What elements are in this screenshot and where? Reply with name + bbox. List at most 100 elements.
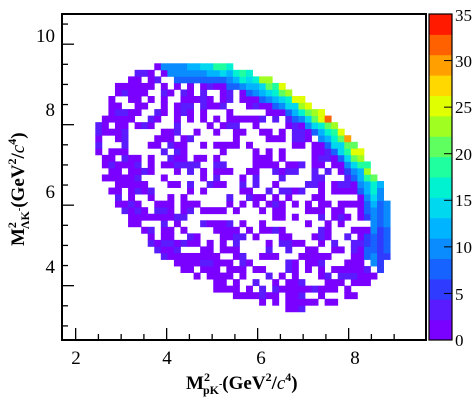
- heatmap-cell: [324, 148, 332, 156]
- heatmap-cell: [285, 102, 293, 110]
- heatmap-cell: [232, 122, 240, 130]
- heatmap-cell: [246, 89, 253, 97]
- heatmap-cell: [318, 266, 326, 273]
- heatmap-cell: [259, 194, 267, 202]
- colorbar-segment: [429, 217, 452, 239]
- x-title-units-sup: 2: [266, 370, 272, 384]
- heatmap-cell: [200, 96, 208, 103]
- heatmap-cell: [272, 200, 280, 208]
- heatmap-cell: [363, 279, 371, 287]
- heatmap-cell: [219, 220, 227, 228]
- heatmap-cell: [278, 272, 286, 280]
- heatmap-cell: [232, 292, 240, 300]
- heatmap-cell: [206, 181, 214, 188]
- heatmap-cell: [187, 63, 194, 71]
- heatmap-cell: [377, 213, 384, 221]
- heatmap-cell: [226, 63, 234, 71]
- heatmap-cell: [265, 148, 273, 156]
- heatmap-cell: [180, 69, 188, 77]
- colorbar-label-5: 5: [455, 285, 464, 304]
- heatmap-cell: [193, 239, 201, 247]
- heatmap-cell: [318, 181, 326, 188]
- heatmap-cell: [331, 207, 339, 215]
- heatmap-cell: [173, 161, 181, 169]
- heatmap-cell: [252, 233, 260, 241]
- heatmap-cell: [265, 187, 273, 195]
- heatmap-cell: [278, 167, 286, 175]
- heatmap-cell: [272, 207, 280, 215]
- heatmap-cell: [246, 226, 253, 234]
- heatmap-cell: [121, 82, 129, 90]
- heatmap-cell: [160, 213, 168, 221]
- heatmap-cell: [121, 115, 129, 123]
- heatmap-cell: [324, 200, 332, 208]
- heatmap-cell: [311, 194, 319, 202]
- heatmap-cell: [200, 246, 208, 254]
- heatmap-cell: [128, 194, 136, 202]
- heatmap-cell: [219, 272, 227, 280]
- heatmap-cell: [363, 239, 371, 247]
- colorbar-frame: [428, 13, 453, 341]
- heatmap-cell: [363, 181, 371, 188]
- heatmap-cell: [213, 167, 221, 175]
- heatmap-cell: [311, 181, 319, 188]
- heatmap-cell: [285, 96, 293, 103]
- heatmap-cell: [134, 82, 142, 90]
- heatmap-cell: [101, 115, 109, 123]
- x-axis-title: M2 pK-(GeV2/c4): [186, 370, 298, 397]
- heatmap-cell: [121, 128, 129, 136]
- heatmap-cell: [200, 266, 208, 273]
- heatmap-cell: [337, 181, 345, 188]
- heatmap-cell: [128, 220, 136, 228]
- heatmap-cell: [206, 76, 214, 84]
- heatmap-cell: [160, 128, 168, 136]
- heatmap-cell: [350, 239, 358, 247]
- heatmap-cell: [318, 272, 326, 280]
- heatmap-cell: [187, 89, 194, 97]
- heatmap-cell: [350, 279, 358, 287]
- heatmap-cell: [213, 285, 221, 293]
- heatmap-cell: [298, 161, 306, 169]
- heatmap-cell: [291, 298, 299, 306]
- heatmap-cell: [304, 115, 312, 123]
- heatmap-cell: [160, 63, 168, 71]
- heatmap-cell: [311, 128, 319, 136]
- heatmap-cell: [363, 272, 371, 280]
- heatmap-cell: [298, 96, 306, 103]
- heatmap-cell: [363, 200, 371, 208]
- heatmap-cell: [193, 233, 201, 241]
- heatmap-cell: [160, 252, 168, 260]
- heatmap-cell: [108, 148, 116, 156]
- heatmap-cell: [298, 135, 306, 143]
- heatmap-cell: [252, 96, 260, 103]
- heatmap-cell: [344, 167, 352, 175]
- heatmap-cell: [331, 181, 339, 188]
- heatmap-cell: [278, 207, 286, 215]
- heatmap-cell: [114, 181, 122, 188]
- heatmap-cell: [160, 220, 168, 228]
- heatmap-cell: [357, 154, 365, 162]
- heatmap-cell: [239, 69, 247, 77]
- heatmap-cell: [114, 148, 122, 156]
- y-tick-label-6: 6: [46, 182, 56, 203]
- heatmap-cell: [337, 272, 345, 280]
- heatmap-cell: [134, 102, 142, 110]
- heatmap-cell: [304, 207, 312, 215]
- heatmap-cell: [147, 226, 155, 234]
- heatmap-cell: [226, 285, 234, 293]
- heatmap-cell: [219, 122, 227, 130]
- heatmap-cell: [350, 252, 358, 260]
- heatmap-cell: [173, 148, 181, 156]
- heatmap-cell: [304, 285, 312, 293]
- heatmap-cell: [219, 148, 227, 156]
- heatmap-cell: [232, 239, 240, 247]
- heatmap-cell: [114, 115, 122, 123]
- heatmap-cell: [337, 187, 345, 195]
- heatmap-cell: [265, 96, 273, 103]
- heatmap-cell: [200, 89, 208, 97]
- heatmap-cell: [193, 96, 201, 103]
- heatmap-cell: [278, 174, 286, 182]
- heatmap-cell: [383, 252, 391, 260]
- heatmap-cell: [311, 109, 319, 117]
- heatmap-cell: [337, 213, 345, 221]
